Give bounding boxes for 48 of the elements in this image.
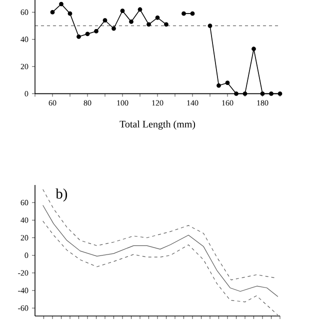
y-tick-label: 0	[24, 91, 28, 96]
point	[252, 46, 256, 52]
y-tick-label: -60	[18, 305, 28, 311]
x-tick-label: 120	[152, 100, 164, 106]
y-tick-label: 20	[20, 235, 28, 240]
point	[234, 91, 238, 96]
point	[59, 2, 64, 6]
x-tick-label: 60	[48, 100, 56, 106]
point	[129, 20, 134, 24]
point	[50, 10, 55, 14]
point	[164, 22, 168, 27]
point	[269, 91, 274, 96]
point	[76, 34, 81, 39]
point	[85, 32, 90, 36]
y-tick-label: 40	[20, 36, 28, 42]
point	[242, 91, 248, 96]
point	[138, 7, 142, 12]
annotation: b)	[56, 188, 68, 202]
point	[155, 15, 160, 20]
y-tick-label: -40	[18, 288, 28, 294]
x-tick-label: 80	[84, 100, 92, 106]
y-tick-label: 60	[20, 10, 28, 15]
y-tick-label: 60	[20, 200, 28, 206]
point	[216, 83, 221, 88]
point	[68, 11, 72, 16]
point	[112, 26, 116, 31]
point	[146, 22, 151, 27]
point	[120, 8, 125, 14]
x-tick-label: 140	[187, 100, 198, 106]
point	[182, 11, 186, 16]
line-series	[42, 189, 278, 280]
point	[94, 29, 98, 34]
y-tick-label: 0	[24, 252, 28, 258]
line-series	[42, 204, 278, 297]
point	[260, 91, 265, 96]
y-tick-label: 20	[20, 64, 28, 70]
y-tick-label: -20	[18, 270, 28, 276]
x-tick-label: 180	[257, 100, 268, 106]
line-series	[42, 220, 278, 316]
x-tick-label: 160	[222, 100, 234, 106]
point	[278, 91, 282, 96]
x-tick-label: 100	[117, 100, 128, 106]
point	[190, 11, 195, 16]
point	[225, 80, 230, 86]
x-axis-title: Total Length (mm)	[120, 120, 196, 130]
y-tick-label: 40	[20, 217, 28, 223]
point	[208, 24, 212, 28]
point	[102, 18, 108, 23]
